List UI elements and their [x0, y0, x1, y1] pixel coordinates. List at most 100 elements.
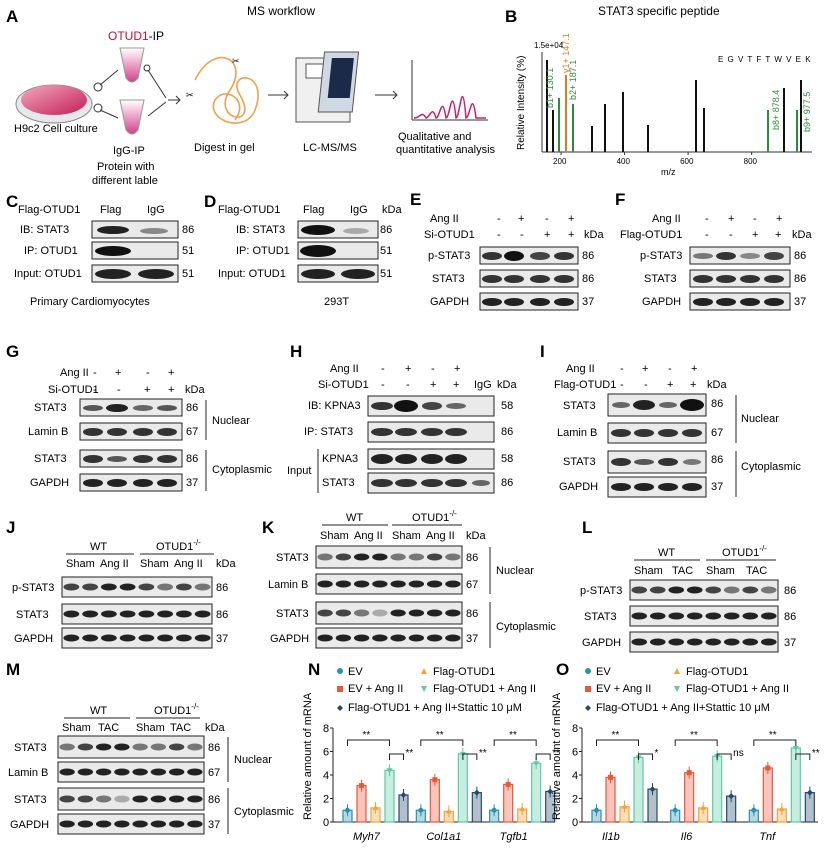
- y-axis-label: Relative amount of mRNA: [302, 692, 314, 820]
- panel-h: H Ang II Si-OTUD1 - + - + - - + + IgG kD…: [287, 342, 517, 494]
- blot-band: [658, 458, 678, 466]
- blot-band: [63, 583, 80, 591]
- arrow-to-lcms: [268, 90, 289, 100]
- sign: +: [168, 384, 174, 396]
- treat-label: Sham: [634, 565, 663, 577]
- blot-band: [119, 583, 136, 591]
- blot-band: [300, 245, 336, 257]
- kda-label: 86: [466, 552, 478, 564]
- kda-label: 86: [784, 585, 796, 597]
- y-tick-label: 8: [323, 723, 329, 735]
- blot-band: [693, 253, 713, 259]
- flag-otud1-label: Flag-OTUD1: [18, 204, 80, 216]
- blot-band: [157, 634, 173, 642]
- ko-name: OTUD1: [722, 547, 759, 559]
- kda-label: 86: [794, 250, 806, 262]
- blot-band: [83, 455, 103, 463]
- blot-band: [682, 483, 702, 491]
- sig-label: **: [690, 730, 698, 741]
- blot-band: [157, 610, 173, 618]
- igg-ip-label: IgG-IP: [113, 145, 145, 157]
- ko-superscript: -/-: [449, 509, 457, 518]
- blot-band: [371, 428, 393, 436]
- peak-label-b8: b8+ 878.4: [771, 90, 781, 130]
- blot-band: [59, 820, 75, 828]
- kda-unit: kDa: [205, 722, 225, 734]
- blot-band: [742, 612, 759, 620]
- genotype-ko: OTUD1-/-: [722, 544, 767, 559]
- x-tick-label: Col1a1: [426, 831, 461, 843]
- sig-bracket: [420, 739, 464, 746]
- y-tick-label: 4: [572, 770, 578, 782]
- treat-label: Sham: [66, 558, 95, 570]
- blot-band: [353, 609, 370, 617]
- kda-label: 86: [182, 224, 194, 236]
- sign: +: [690, 379, 696, 391]
- blot-band: [668, 586, 685, 594]
- bar: [762, 767, 773, 823]
- blot-band: [686, 586, 703, 594]
- blot-band: [101, 634, 117, 642]
- bar: [429, 779, 440, 823]
- genotype-ko: OTUD1-/-: [156, 538, 201, 553]
- chromatogram-peaks: [413, 96, 486, 119]
- spectrum-y-label: Relative Intensity (%): [516, 56, 527, 150]
- blot-band: [658, 429, 678, 437]
- genotype-wt: WT: [658, 547, 675, 559]
- row-label: STAT3: [14, 794, 47, 806]
- blot-band: [760, 612, 777, 620]
- arrow-to-otud1-ip: [99, 69, 119, 86]
- panel-h-letter: H: [290, 342, 302, 361]
- panel-a-letter: A: [6, 7, 18, 26]
- blot-band: [83, 479, 103, 487]
- treat-label: TAC: [672, 565, 693, 577]
- row-label: IP: STAT3: [304, 426, 353, 438]
- kda-label: 37: [711, 481, 723, 493]
- sign: +: [544, 229, 550, 241]
- blot-band: [390, 609, 406, 617]
- data-point: [386, 768, 393, 774]
- ko-name: OTUD1: [154, 705, 191, 717]
- blot-band: [764, 275, 784, 283]
- blot-band: [106, 404, 128, 412]
- blot-band: [77, 795, 94, 803]
- col-label-flag: Flag: [303, 204, 324, 216]
- blot-band: [168, 743, 185, 751]
- blot-strip: [629, 631, 779, 653]
- blot-band: [693, 298, 713, 306]
- blot-band: [187, 768, 203, 776]
- data-point: [432, 777, 438, 783]
- blot-strip: [57, 787, 205, 811]
- kda-label: 86: [186, 402, 198, 414]
- data-point: [686, 770, 692, 776]
- peak-label-b2: b2+ 187.1: [568, 60, 578, 100]
- kda-label: 51: [380, 245, 392, 257]
- svg-text:OTUD1-IP: OTUD1-IP: [108, 29, 164, 43]
- kda-unit: kDa: [584, 229, 604, 241]
- kda-label: 51: [182, 245, 194, 257]
- row-label: KPNA3: [322, 453, 358, 465]
- row-label: p-STAT3: [580, 585, 622, 597]
- sign: +: [144, 384, 150, 396]
- legend-stattic: Flag-OTUD1 + Ang II+Stattic 10 μM: [348, 702, 522, 714]
- blot-band: [408, 634, 425, 642]
- blot-band: [95, 269, 131, 279]
- panel-m-letter: M: [6, 660, 20, 679]
- row-label: STAT3: [644, 273, 677, 285]
- kda-unit: kDa: [707, 379, 727, 391]
- sign: +: [430, 379, 436, 391]
- blot-band: [343, 228, 369, 234]
- sig-bracket: [716, 753, 732, 760]
- blot-band: [133, 405, 153, 411]
- col-label-igg: IgG: [147, 204, 165, 216]
- blot-band: [445, 479, 467, 487]
- x-tick-label: Tnf: [759, 831, 776, 843]
- data-point: [400, 791, 407, 798]
- kda-label: 67: [208, 767, 220, 779]
- blot-band: [138, 269, 174, 279]
- sign: +: [691, 363, 697, 375]
- sign: -: [753, 213, 757, 225]
- blot-band: [390, 580, 406, 588]
- sign: -: [497, 229, 501, 241]
- blot-bands: [317, 553, 461, 561]
